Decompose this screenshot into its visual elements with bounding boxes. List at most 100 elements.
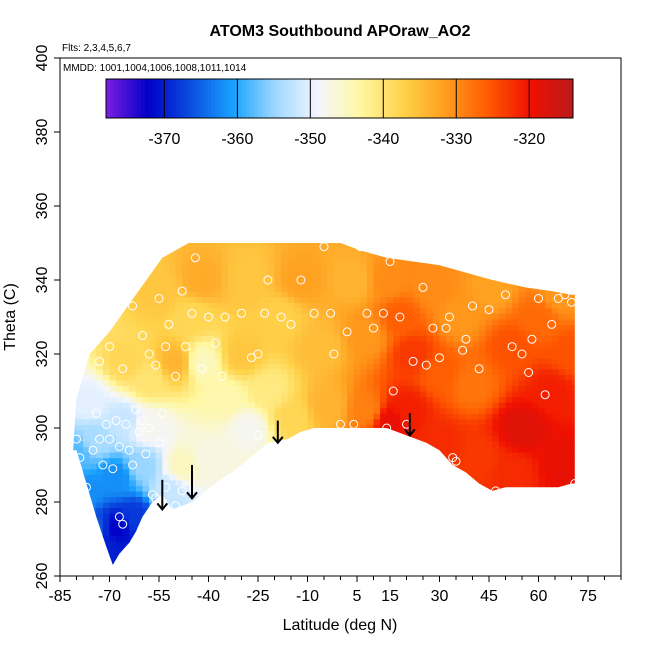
heatmap-cell	[149, 274, 157, 281]
heatmap-cell	[116, 529, 124, 536]
heatmap-cell	[109, 529, 117, 536]
heatmap-cell	[274, 307, 282, 314]
sample-point	[540, 390, 550, 400]
heatmap-cell	[393, 363, 401, 370]
heatmap-cell	[122, 402, 130, 409]
heatmap-cell	[340, 307, 348, 314]
heatmap-cell	[472, 329, 480, 337]
heatmap-cell	[267, 246, 276, 253]
heatmap-cell	[564, 374, 573, 381]
heatmap-cell	[426, 418, 434, 425]
heatmap-cell	[366, 352, 375, 359]
heatmap-cell	[393, 274, 401, 281]
heatmap-cell	[129, 529, 137, 536]
heatmap-cell	[182, 363, 190, 370]
heatmap-cell	[399, 257, 408, 264]
heatmap-cell	[393, 291, 401, 298]
heatmap-cell	[142, 396, 150, 403]
heatmap-cell	[294, 246, 302, 253]
heatmap-cell	[505, 452, 513, 459]
heatmap-cell	[201, 457, 210, 464]
heatmap-cell	[228, 418, 236, 425]
heatmap-cell	[215, 307, 223, 314]
heatmap-cell	[175, 352, 183, 359]
heatmap-cell	[208, 302, 216, 309]
heatmap-cell	[432, 274, 441, 281]
colorbar-cell	[230, 79, 235, 118]
heatmap-cell	[228, 385, 236, 392]
heatmap-cell	[386, 379, 394, 387]
heatmap-cell	[248, 424, 256, 431]
heatmap-cell	[465, 468, 474, 475]
heatmap-cell	[465, 346, 474, 353]
heatmap-cell	[215, 391, 223, 398]
colorbar-cell	[265, 79, 270, 118]
heatmap-cell	[380, 313, 388, 320]
heatmap-cell	[281, 263, 289, 270]
heatmap-cell	[525, 435, 533, 442]
heatmap-cell	[96, 368, 104, 375]
heatmap-cell	[360, 396, 368, 403]
heatmap-cell	[122, 502, 130, 509]
heatmap-cell	[340, 302, 348, 309]
heatmap-cell	[241, 313, 249, 320]
heatmap-cell	[149, 379, 157, 387]
heatmap-cell	[366, 418, 375, 425]
heatmap-cell	[248, 263, 256, 270]
heatmap-cell	[109, 368, 117, 375]
heatmap-cell	[287, 285, 295, 292]
heatmap-cell	[168, 324, 177, 331]
heatmap-cell	[155, 346, 163, 353]
heatmap-cell	[518, 313, 526, 320]
heatmap-cell	[492, 352, 500, 359]
heatmap-cell	[274, 243, 282, 248]
heatmap-cell	[498, 329, 507, 337]
heatmap-cell	[254, 329, 262, 337]
colorbar-cell	[499, 79, 504, 118]
heatmap-cell	[399, 263, 408, 270]
heatmap-cell	[432, 341, 441, 348]
heatmap-cell	[129, 502, 137, 509]
colorbar-cell	[312, 79, 317, 118]
heatmap-cell	[564, 391, 573, 398]
heatmap-cell	[162, 285, 170, 292]
heatmap-cell	[472, 452, 480, 459]
heatmap-cell	[452, 418, 460, 425]
heatmap-cell	[558, 463, 566, 470]
heatmap-cell	[564, 329, 573, 337]
heatmap-cell	[102, 363, 111, 370]
heatmap-cell	[254, 435, 262, 442]
heatmap-cell	[228, 379, 236, 387]
heatmap-cell	[122, 424, 130, 431]
heatmap-cell	[333, 324, 342, 331]
heatmap-cell	[274, 413, 282, 420]
heatmap-cell	[122, 529, 130, 536]
heatmap-cell	[122, 485, 130, 492]
heatmap-cell	[287, 246, 295, 253]
heatmap-cell	[538, 440, 546, 448]
colorbar-frame	[105, 78, 574, 119]
heatmap-cell	[545, 429, 553, 436]
heatmap-cell	[413, 263, 421, 270]
heatmap-cell	[83, 385, 91, 392]
heatmap-cell	[459, 324, 467, 331]
heatmap-cell	[399, 379, 408, 387]
heatmap-cell	[347, 379, 355, 387]
heatmap-cell	[386, 329, 394, 337]
heatmap-cell	[294, 402, 302, 409]
heatmap-cell	[545, 463, 553, 470]
heatmap-cell	[274, 302, 282, 309]
heatmap-cell	[248, 285, 256, 292]
heatmap-cell	[564, 474, 573, 481]
heatmap-cell	[406, 374, 414, 381]
heatmap-cell	[254, 257, 262, 264]
heatmap-cell	[333, 307, 342, 314]
heatmap-cell	[300, 302, 309, 309]
heatmap-cell	[446, 435, 454, 442]
heatmap-cell	[228, 335, 236, 342]
heatmap-cell	[215, 368, 223, 375]
heatmap-cell	[254, 385, 262, 392]
heatmap-cell	[518, 324, 526, 331]
sample-point	[491, 486, 501, 496]
heatmap-cell	[479, 291, 487, 298]
